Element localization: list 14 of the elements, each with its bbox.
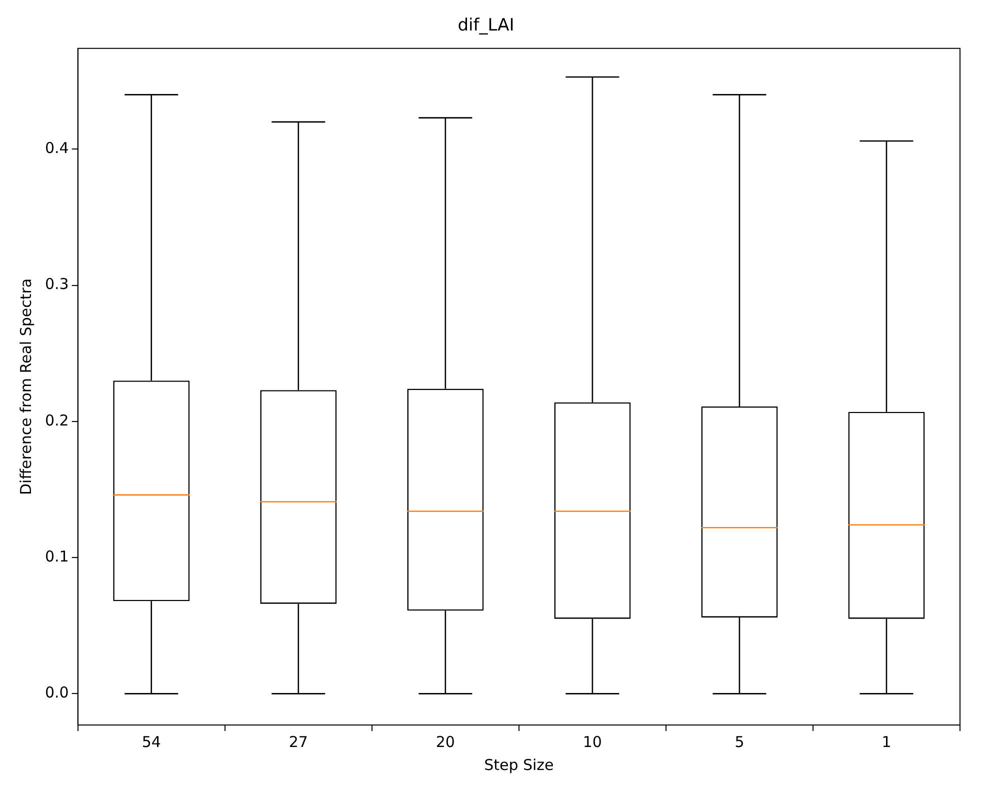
x-tick-label: 10 xyxy=(582,732,602,751)
x-tick-label: 54 xyxy=(142,732,161,751)
y-tick-label: 0.0 xyxy=(44,684,69,702)
x-tick-label: 1 xyxy=(882,732,892,751)
y-tick-label: 0.4 xyxy=(44,139,69,158)
x-tick-label: 5 xyxy=(734,732,744,751)
chart-title: dif_LAI xyxy=(458,16,514,36)
y-tick-label: 0.1 xyxy=(44,547,69,566)
y-tick-label: 0.3 xyxy=(44,275,69,294)
x-tick-label: 20 xyxy=(436,732,455,751)
y-axis-title: Difference from Real Spectra xyxy=(16,278,35,496)
y-tick-label: 0.2 xyxy=(44,411,69,430)
x-axis-title: Step Size xyxy=(484,756,554,774)
x-tick-label: 27 xyxy=(288,732,308,751)
